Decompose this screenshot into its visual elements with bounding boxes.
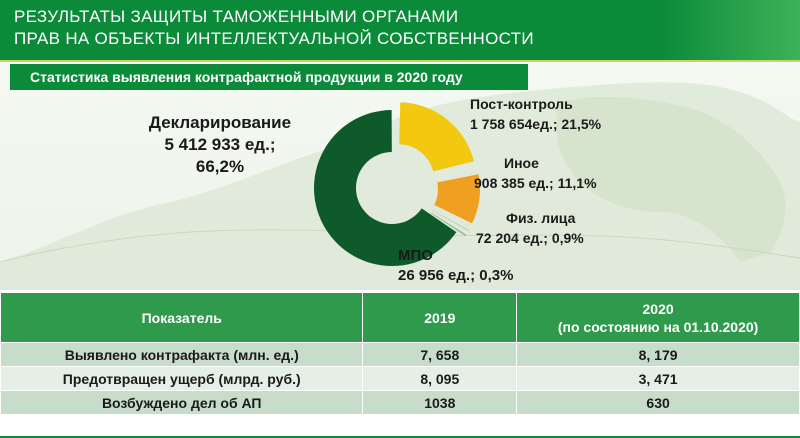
table-row: Предотвращен ущерб (млрд. руб.) 8, 095 3…: [0, 366, 800, 391]
table-row: Возбуждено дел об АП 1038 630: [0, 390, 800, 415]
label-phys: Физ. лица 72 204 ед.; 0,9%: [476, 208, 636, 248]
table-header-row: Показатель 2019 2020 (по состоянию на 01…: [0, 292, 800, 343]
chart-banner: Статистика выявления контрафактной проду…: [10, 64, 528, 90]
label-declaration: Декларирование 5 412 933 ед.; 66,2%: [130, 112, 310, 178]
label-other: Иное 908 385 ед.; 11,1%: [474, 153, 634, 193]
header-divider: [0, 60, 800, 62]
label-declaration-name: Декларирование: [148, 113, 292, 132]
label-post-control-value: 1 758 654ед.; 21,5%: [470, 116, 602, 132]
row-value-2020: 630: [516, 390, 800, 415]
russia-map-silhouette: [0, 82, 800, 290]
table-row: Выявлено контрафакта (млн. ед.) 7, 658 8…: [0, 342, 800, 367]
label-post-control: Пост-контроль 1 758 654ед.; 21,5%: [470, 94, 630, 134]
header-2020-note: (по состоянию на 01.10.2020): [557, 318, 759, 335]
label-declaration-percent: 66,2%: [195, 157, 245, 176]
page-title: РЕЗУЛЬТАТЫ ЗАЩИТЫ ТАМОЖЕННЫМИ ОРГАНАМИ П…: [14, 7, 534, 48]
row-value-2019: 8, 095: [362, 366, 518, 391]
label-other-name: Иное: [504, 155, 539, 171]
label-mpo-value: 26 956 ед.; 0,3%: [398, 267, 514, 284]
donut-slice-other: [434, 174, 480, 224]
stats-table: Показатель 2019 2020 (по состоянию на 01…: [0, 292, 800, 415]
label-phys-name: Физ. лица: [506, 210, 576, 226]
header-indicator: Показатель: [0, 292, 364, 343]
donut-slice-phys: [432, 210, 470, 231]
row-value-2019: 1038: [362, 390, 518, 415]
label-post-control-name: Пост-контроль: [470, 96, 573, 112]
label-phys-value: 72 204 ед.; 0,9%: [476, 230, 584, 246]
row-value-2020: 8, 179: [516, 342, 800, 367]
header-2020: 2020 (по состоянию на 01.10.2020): [516, 292, 800, 343]
header-bar: РЕЗУЛЬТАТЫ ЗАЩИТЫ ТАМОЖЕННЫМИ ОРГАНАМИ П…: [0, 0, 800, 60]
header-2020-year: 2020: [642, 300, 674, 317]
row-label: Предотвращен ущерб (млрд. руб.): [0, 366, 364, 391]
row-label: Возбуждено дел об АП: [0, 390, 364, 415]
label-other-value: 908 385 ед.; 11,1%: [474, 175, 597, 191]
footer-bar: [0, 436, 800, 438]
label-declaration-value: 5 412 933 ед.;: [164, 135, 276, 154]
donut-slice-mpo: [430, 212, 467, 237]
label-mpo-name: МПО: [398, 247, 433, 264]
header-decoration: [660, 0, 800, 60]
donut-slice-post-control: [399, 102, 474, 172]
label-mpo: МПО 26 956 ед.; 0,3%: [398, 246, 538, 286]
row-value-2019: 7, 658: [362, 342, 518, 367]
row-value-2020: 3, 471: [516, 366, 800, 391]
header-2019: 2019: [362, 292, 518, 343]
row-label: Выявлено контрафакта (млн. ед.): [0, 342, 364, 367]
donut-slice-declaration: [314, 110, 457, 266]
